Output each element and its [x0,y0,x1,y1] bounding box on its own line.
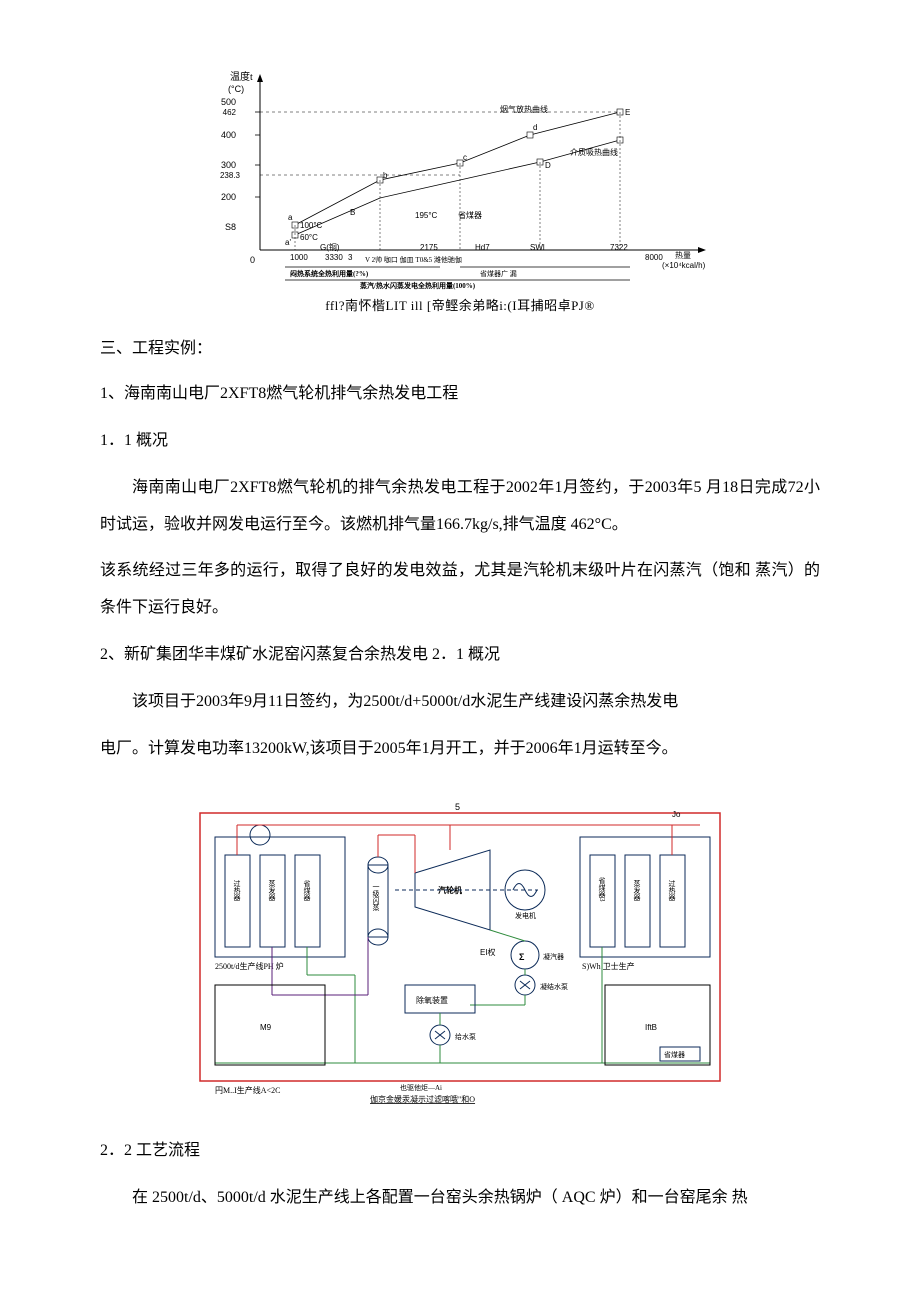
svg-text:伽京金媛汞凝示过滤喀哦"和O: 伽京金媛汞凝示过滤喀哦"和O [370,1094,475,1104]
section-22-title: 2．2 工艺流程 [100,1133,820,1170]
svg-text:8000: 8000 [645,253,663,262]
svg-text:也驱他炬—Ai: 也驱他炬—Ai [400,1083,442,1092]
svg-text:热量: 热量 [675,250,691,260]
svg-text:a: a [288,213,293,222]
svg-text:闷热系统全热利用量(?%): 闷热系统全热利用量(?%) [290,269,369,278]
svg-text:a': a' [285,238,291,247]
svg-text:b: b [383,171,388,180]
svg-text:7322: 7322 [610,243,628,252]
svg-text:200: 200 [221,192,236,202]
svg-text:S)Wh 卫士生产: S)Wh 卫士生产 [582,961,635,971]
svg-text:238.3: 238.3 [220,171,241,180]
item-1-title: 1、海南南山电厂2XFT8燃气轮机排气余热发电工程 [100,376,820,413]
svg-text:5: 5 [455,802,460,812]
svg-text:195°C: 195°C [415,211,438,220]
svg-text:发电机: 发电机 [515,911,536,920]
item-1-sub: 1．1 概况 [100,423,820,460]
svg-text:烟气放热曲线: 烟气放热曲线 [500,104,548,114]
svg-text:省煤器广 漏: 省煤器广 漏 [480,269,517,278]
svg-text:蒸发器: 蒸发器 [268,880,276,903]
svg-text:过热器: 过热器 [668,880,676,903]
svg-text:介质吸热曲线: 介质吸热曲线 [570,147,618,157]
svg-text:500: 500 [221,97,236,107]
section-22-p1: 在 2500t/d、5000t/d 水泥生产线上各配置一台窑头余热锅炉（ AQC… [100,1180,820,1217]
y-axis-unit: (°C) [228,84,244,94]
svg-text:SWl: SWl [530,243,545,252]
svg-text:蒸汽/热水闪蒸发电全热利用量(100%): 蒸汽/热水闪蒸发电全热利用量(100%) [360,281,476,290]
svg-text:400: 400 [221,130,236,140]
svg-text:M9: M9 [260,1023,272,1032]
svg-text:凝汽器: 凝汽器 [543,952,564,961]
item-1-p2: 该系统经过三年多的运行，取得了良好的发电效益，尤其是汽轮机末级叶片在闪蒸汽（饱和… [100,553,820,627]
svg-text:Σ: Σ [519,952,525,962]
svg-text:462: 462 [223,108,237,117]
svg-text:(×10⁴kcal/h): (×10⁴kcal/h) [662,261,706,270]
svg-text:Jo: Jo [672,810,681,819]
chart-temperature-heat: 温度t (°C) 500 462 400 300 238.3 200 S8 0 [200,60,720,317]
svg-text:100°C: 100°C [300,221,323,230]
svg-text:E: E [625,108,630,117]
svg-text:B: B [350,208,355,217]
item-2-title: 2、新矿集团华丰煤矿水泥窑闪蒸复合余热发电 2．1 概况 [100,637,820,674]
svg-text:过热器: 过热器 [233,880,241,903]
chart-svg: 温度t (°C) 500 462 400 300 238.3 200 S8 0 [200,60,720,290]
svg-text:省煤器: 省煤器 [664,1050,685,1059]
svg-text:Hd7: Hd7 [475,243,490,252]
process-diagram: 5 Jo 过热器 蒸发器 省煤器 2500t/d生产线PH 炉 省煤器3 蒸发器… [190,795,730,1115]
chart-caption: ffl?南怀楷LIT ill [帝鲣余弟略i:(I耳捕昭卓PJ® [200,294,720,317]
svg-text:1000: 1000 [290,253,308,262]
svg-text:蒸发器: 蒸发器 [633,880,641,903]
svg-text:300: 300 [221,160,236,170]
svg-text:给水泵: 给水泵 [455,1032,476,1041]
y-axis-label: 温度t [230,70,253,83]
item-1-p1: 海南南山电厂2XFT8燃气轮机的排气余热发电工程于2002年1月签约，于2003… [100,470,820,544]
item-2-p1: 该项目于2003年9月11日签约，为2500t/d+5000t/d水泥生产线建设… [100,684,820,721]
svg-text:EI权: EI权 [480,947,496,957]
svg-text:省煤器3: 省煤器3 [598,877,606,903]
svg-text:省煤器: 省煤器 [303,880,311,903]
svg-text:凝结水泵: 凝结水泵 [540,982,568,991]
svg-text:除氧装置: 除氧装置 [416,995,448,1005]
svg-text:3330: 3330 [325,253,343,262]
section-3-title: 三、工程实例： [100,335,820,364]
svg-text:2175: 2175 [420,243,438,252]
svg-text:IftB: IftB [645,1023,657,1032]
svg-text:V 2帅 咖口 伽皿 T0&5 潍他驰伽: V 2帅 咖口 伽皿 T0&5 潍他驰伽 [365,255,462,264]
svg-text:3: 3 [348,253,353,262]
svg-text:G(铜): G(铜) [320,242,340,252]
svg-text:c: c [463,153,467,162]
svg-text:60°C: 60°C [300,233,318,242]
svg-text:一级闪蒸: 一级闪蒸 [372,883,380,912]
svg-text:省煤器: 省煤器 [458,210,482,220]
svg-text:d: d [533,123,537,132]
svg-text:円M..I生产线A<2C: 円M..I生产线A<2C [215,1085,280,1095]
svg-text:D: D [545,161,551,170]
svg-text:0: 0 [250,255,255,265]
svg-text:S8: S8 [225,222,236,232]
item-2-p2: 电厂。计算发电功率13200kW,该项目于2005年1月开工，并于2006年1月… [100,731,820,768]
svg-text:2500t/d生产线PH 炉: 2500t/d生产线PH 炉 [215,961,284,971]
diagram-svg: 5 Jo 过热器 蒸发器 省煤器 2500t/d生产线PH 炉 省煤器3 蒸发器… [190,795,730,1115]
